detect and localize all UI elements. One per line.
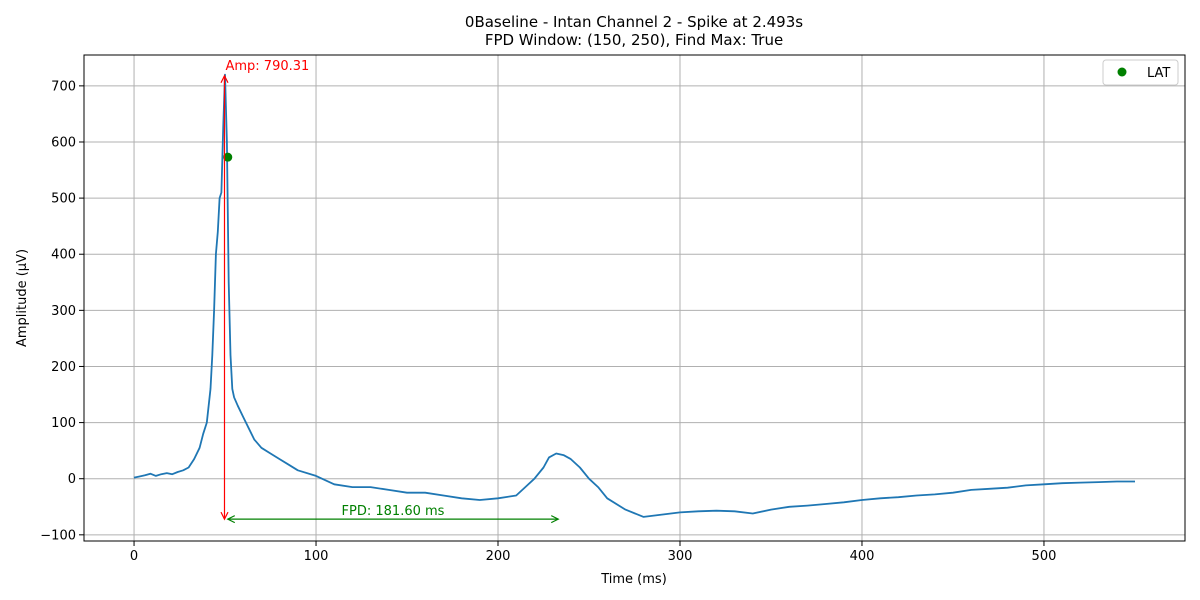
legend-label-lat: LAT xyxy=(1147,66,1170,81)
signal-line xyxy=(133,73,1135,518)
x-tick-label: 500 xyxy=(1032,549,1057,564)
y-tick-label: 100 xyxy=(51,416,76,431)
lat-point xyxy=(223,152,233,162)
y-tick-label: 600 xyxy=(51,135,76,150)
y-tick-label: −100 xyxy=(40,528,76,543)
fpd-arrow-head-left xyxy=(226,515,236,524)
x-tick-label: 200 xyxy=(486,549,511,564)
x-tick-label: 300 xyxy=(668,549,693,564)
y-tick-label: 400 xyxy=(51,248,76,263)
x-tick-label: 100 xyxy=(304,549,329,564)
y-tick-label: 200 xyxy=(51,360,76,375)
x-tick-label: 400 xyxy=(850,549,875,564)
x-tick-label: 0 xyxy=(130,549,138,564)
amp-arrow-head-top xyxy=(220,74,229,84)
chart-title: 0Baseline - Intan Channel 2 - Spike at 2… xyxy=(465,13,803,31)
grid xyxy=(84,55,1185,541)
y-tick-label: 0 xyxy=(68,472,76,487)
annotations: Amp: 790.31 FPD: 181.60 ms xyxy=(220,59,560,524)
y-axis-label: Amplitude (µV) xyxy=(15,249,30,347)
data-layer xyxy=(133,73,1135,518)
axis-ticks: 0 100 200 300 400 500 −100 0 100 200 300 400 500 600 7… xyxy=(40,79,1056,564)
y-tick-label: 700 xyxy=(51,79,76,94)
amp-arrow-head-bottom xyxy=(220,511,229,521)
legend-box xyxy=(1102,59,1179,86)
chart-subtitle: FPD Window: (150, 250), Find Max: True xyxy=(485,31,783,49)
y-tick-label: 300 xyxy=(51,304,76,319)
legend: LAT xyxy=(1102,59,1179,86)
legend-marker-lat xyxy=(1117,67,1127,77)
fpd-label: FPD: 181.60 ms xyxy=(342,504,445,519)
plot-frame xyxy=(83,54,1186,542)
fpd-arrow-head-right xyxy=(550,515,560,524)
x-axis-label: Time (ms) xyxy=(600,572,667,587)
amp-label: Amp: 790.31 xyxy=(225,59,309,74)
y-tick-label: 500 xyxy=(51,192,76,207)
